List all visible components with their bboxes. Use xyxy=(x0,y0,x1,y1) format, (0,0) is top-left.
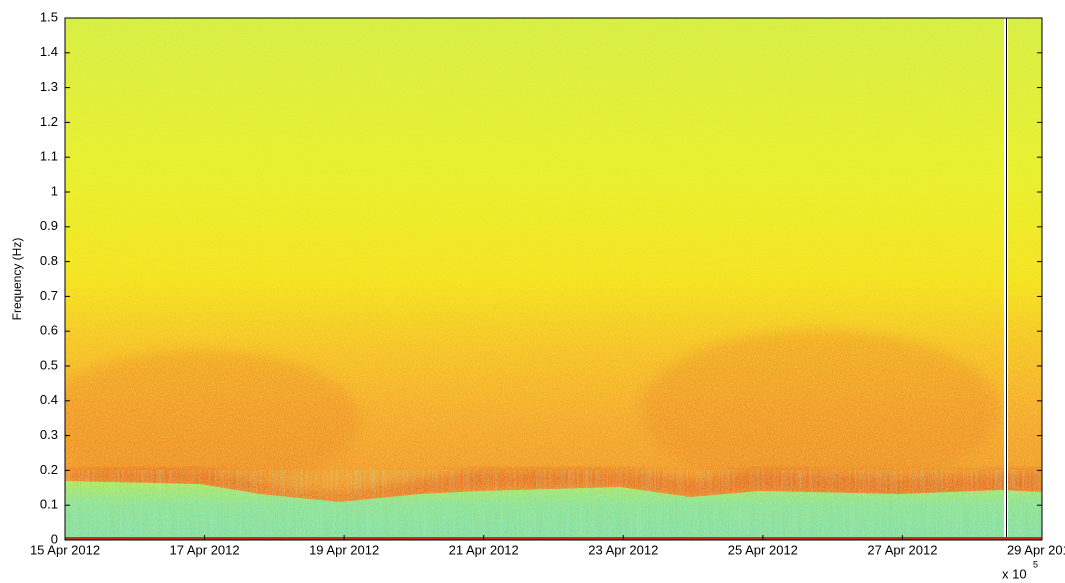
x-tick-label: 15 Apr 2012 xyxy=(30,542,100,557)
x-multiplier-exponent: 5 xyxy=(1033,559,1038,569)
x-tick-label: 19 Apr 2012 xyxy=(309,542,379,557)
y-tick-label: 1.5 xyxy=(40,9,58,24)
y-axis-label: Frequency (Hz) xyxy=(10,238,24,321)
x-multiplier: x 10 xyxy=(1002,566,1027,581)
y-tick-label: 1 xyxy=(51,183,58,198)
y-tick-label: 1.2 xyxy=(40,114,58,129)
x-tick-label: 27 Apr 2012 xyxy=(867,542,937,557)
x-tick-label: 23 Apr 2012 xyxy=(588,542,658,557)
spectrogram-image xyxy=(65,18,1042,540)
y-tick-label: 0.2 xyxy=(40,462,58,477)
y-tick-label: 0.4 xyxy=(40,392,58,407)
y-tick-label: 0.5 xyxy=(40,357,58,372)
y-tick-label: 0.9 xyxy=(40,218,58,233)
y-tick-label: 0.3 xyxy=(40,427,58,442)
plot-frame xyxy=(64,17,1043,541)
x-tick-label: 21 Apr 2012 xyxy=(449,542,519,557)
y-tick-label: 0.1 xyxy=(40,497,58,512)
y-tick-label: 0 xyxy=(51,531,58,546)
y-tick-label: 0.6 xyxy=(40,323,58,338)
y-tick-label: 1.3 xyxy=(40,79,58,94)
y-tick-label: 1.1 xyxy=(40,149,58,164)
y-tick-label: 0.8 xyxy=(40,253,58,268)
y-tick-label: 0.7 xyxy=(40,288,58,303)
y-tick-label: 1.4 xyxy=(40,44,58,59)
x-tick-label: 29 Apr 2012 xyxy=(1007,542,1065,557)
x-tick-label: 17 Apr 2012 xyxy=(170,542,240,557)
x-tick-label: 25 Apr 2012 xyxy=(728,542,798,557)
